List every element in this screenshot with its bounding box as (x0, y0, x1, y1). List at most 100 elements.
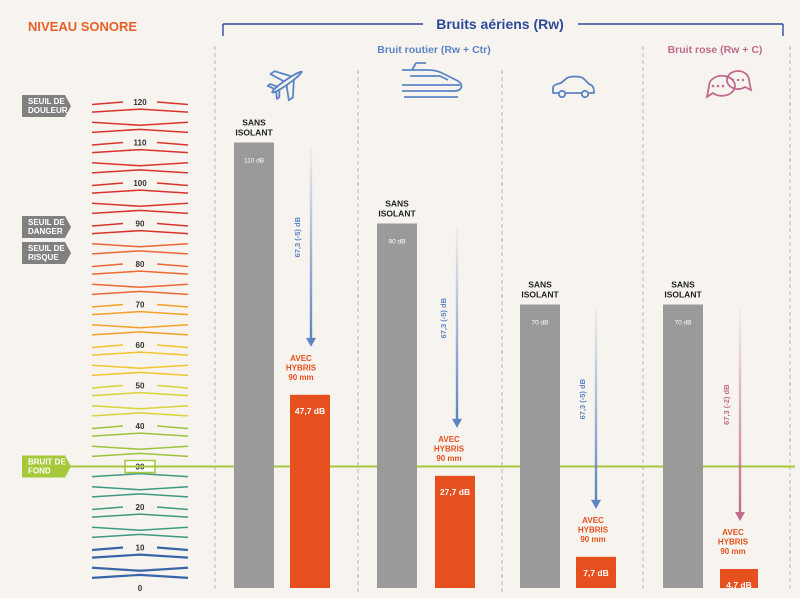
scale-line (91, 310, 189, 316)
scale-line (91, 384, 124, 389)
bar-without-value: 70 dB (675, 320, 692, 327)
bar-with (576, 556, 616, 588)
scale-line (91, 128, 189, 134)
scale-line (91, 493, 189, 498)
scale-line (91, 323, 189, 329)
reduction-label: 67,3 (-5) dB (578, 378, 587, 419)
header-bracket (222, 23, 784, 36)
reduction-arrow-head (591, 499, 601, 509)
scale-tick-label: 10 (136, 544, 145, 553)
bar-without-label: ISOLANT (521, 290, 559, 300)
threshold-fond-line2: FOND (28, 467, 51, 476)
header-title: Bruits aériens (Rw) (436, 16, 564, 32)
reduction-arrow-shaft (455, 228, 459, 420)
scale-line (91, 553, 189, 559)
scale-line (91, 364, 189, 370)
bar-with-label: 90 mm (288, 373, 313, 382)
scale-line (91, 412, 189, 417)
scale-tick-label: 40 (136, 422, 145, 431)
scale-tick-label: 90 (136, 220, 145, 229)
icons (266, 62, 753, 102)
bar-without-value: 90 dB (389, 239, 406, 246)
threshold-fond-line1: BRUIT DE (28, 458, 66, 467)
scale-tick-label: 80 (136, 260, 145, 269)
left-title: NIVEAU SONORE (28, 19, 137, 34)
bar-with-label: 90 mm (436, 454, 461, 463)
speech-bubbles-icon (705, 70, 753, 99)
subheader-rose: Bruit rose (Rw + C) (668, 44, 763, 56)
bar-with-label: AVEC (438, 435, 460, 444)
train-icon (402, 62, 463, 98)
bar-without (520, 304, 560, 588)
car-icon (552, 75, 595, 99)
bar-without-label: ISOLANT (664, 290, 702, 300)
scale-line (91, 209, 189, 215)
scale-line (91, 141, 124, 146)
bar-without-label: SANS (242, 118, 266, 128)
scale-line (91, 148, 189, 154)
reduction-label: 67,3 (-2) dB (722, 384, 731, 425)
scale-line (91, 242, 189, 248)
scale-line (91, 108, 189, 113)
scale-line (91, 283, 189, 289)
threshold-douleur-tag (22, 95, 71, 117)
scale-line (91, 290, 189, 296)
reduction-label: 67,3 (-5) dB (439, 297, 448, 338)
scale-line (91, 222, 124, 227)
threshold-douleur-line1: SEUIL DE (28, 97, 65, 106)
bar-without (377, 223, 417, 588)
scale-line (156, 344, 189, 349)
reduction-arrow-shaft (738, 309, 742, 513)
scale-line (91, 485, 189, 491)
scale-line (91, 351, 189, 356)
bar-with (290, 394, 330, 588)
scale-line (91, 229, 189, 235)
scale-line (156, 303, 189, 308)
scale-line (91, 331, 189, 336)
scale-line (91, 182, 124, 187)
scale-line (91, 472, 189, 478)
scale-line (91, 250, 189, 255)
bar-with-label: AVEC (582, 516, 604, 525)
scale-tick-label: 50 (136, 382, 145, 391)
bar-with (720, 568, 758, 588)
scale-line (91, 404, 189, 410)
scale-line (91, 371, 189, 377)
subheader-routier: Bruit routier (Rw + Ctr) (377, 44, 490, 56)
bar-without-value: 110 dB (244, 158, 264, 165)
bar-without-value: 70 dB (532, 320, 549, 327)
reduction-arrow-head (452, 418, 462, 428)
bar-with-label: HYBRIS (434, 444, 465, 453)
scale-line (91, 391, 189, 397)
scale-line (91, 573, 189, 579)
bar-without-label: ISOLANT (235, 128, 273, 138)
threshold-risque-line1: SEUIL DE (28, 244, 65, 253)
airplane-icon (266, 70, 303, 102)
scale-tick-label: 110 (134, 139, 147, 148)
scale-line (91, 546, 124, 552)
scale-line (91, 526, 189, 532)
scale-tick-label: 100 (133, 179, 147, 188)
bar-with-label: HYBRIS (718, 537, 749, 546)
reduction-arrow-head (735, 511, 745, 521)
scale-line (91, 270, 189, 275)
bar-with-value: 7,7 dB (583, 568, 609, 578)
sound-scale: 0102030405060708090100110120 (91, 98, 189, 593)
bar-with-value: 4,7 dB (726, 580, 752, 590)
scale-line (91, 513, 189, 518)
reduction-label: 67,3 (-5) dB (293, 216, 302, 257)
scale-line (156, 263, 189, 268)
scale-line (91, 101, 124, 106)
scale-line (156, 222, 189, 227)
bar-with-value: 47,7 dB (295, 406, 325, 416)
threshold-danger-line2: DANGER (28, 227, 63, 236)
scale-line (156, 141, 189, 146)
scale-tick-label: 120 (133, 98, 147, 107)
reduction-arrow-shaft (309, 147, 313, 339)
scale-tick-label: 0 (138, 584, 143, 593)
scale-line (91, 432, 189, 437)
scale-line (91, 533, 189, 539)
